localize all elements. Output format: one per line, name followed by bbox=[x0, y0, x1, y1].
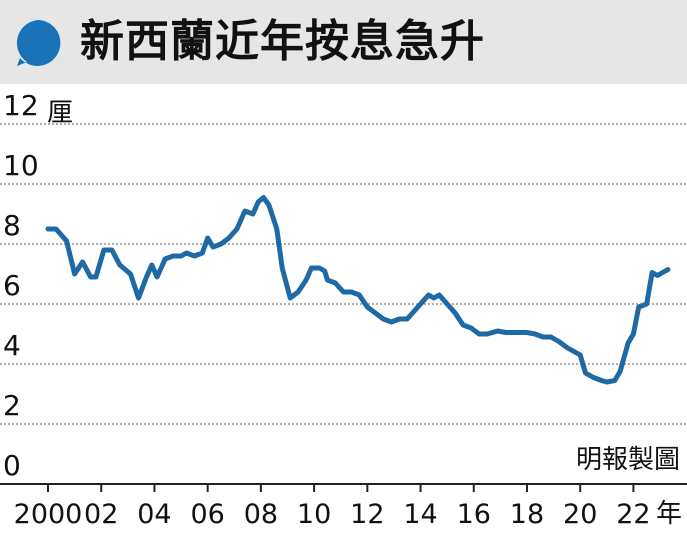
x-tick-label: 02 bbox=[84, 499, 118, 530]
chart-title: 新西蘭近年按息急升 bbox=[80, 16, 485, 67]
speech-bubble-icon bbox=[16, 20, 61, 66]
x-tick-label: 08 bbox=[244, 499, 278, 530]
x-tick-label: 20 bbox=[563, 499, 597, 530]
y-tick-label: 8 bbox=[3, 209, 21, 242]
y-tick-label: 12 bbox=[3, 89, 39, 122]
source-note: 明報製圖 bbox=[576, 445, 680, 475]
x-tick-label: 2000 bbox=[14, 499, 83, 530]
x-tick-label: 16 bbox=[457, 499, 491, 530]
y-tick-label: 0 bbox=[3, 449, 21, 482]
y-axis-unit-label: 厘 bbox=[47, 98, 73, 128]
x-axis-unit-label: 年 bbox=[656, 499, 682, 529]
y-axis-ticks: 0 2 4 6 8 10 12 bbox=[3, 89, 39, 482]
x-tick-label: 04 bbox=[137, 499, 171, 530]
title-bar: 新西蘭近年按息急升 bbox=[0, 0, 687, 84]
x-tick-label: 10 bbox=[297, 499, 331, 530]
x-tick-label: 14 bbox=[403, 499, 437, 530]
x-tick-label: 18 bbox=[510, 499, 544, 530]
series-line-mortgage-rate bbox=[45, 195, 671, 385]
y-tick-label: 10 bbox=[3, 149, 39, 182]
x-tick-label: 06 bbox=[190, 499, 224, 530]
x-tick-label: 22 bbox=[616, 499, 650, 530]
x-axis-ticks: 2000 02 04 06 08 10 12 14 16 18 20 22 bbox=[14, 484, 651, 530]
y-tick-label: 2 bbox=[3, 389, 21, 422]
x-tick-label: 12 bbox=[350, 499, 384, 530]
y-tick-label: 4 bbox=[3, 329, 21, 362]
y-tick-label: 6 bbox=[3, 269, 21, 302]
grid-lines bbox=[0, 123, 687, 425]
